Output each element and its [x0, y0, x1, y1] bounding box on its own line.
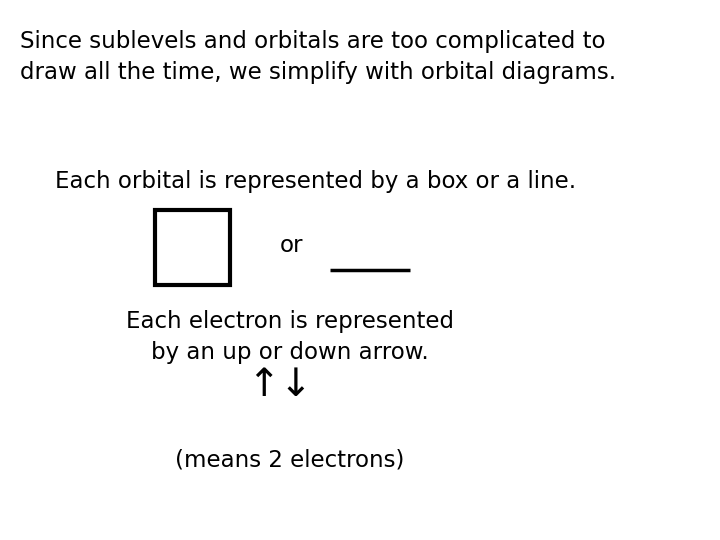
Text: ↑↓: ↑↓ — [248, 366, 312, 404]
Bar — [155, 210, 230, 285]
Text: (means 2 electrons): (means 2 electrons) — [175, 449, 405, 471]
Text: or: or — [280, 233, 304, 256]
Text: Each electron is represented
by an up or down arrow.: Each electron is represented by an up or… — [126, 310, 454, 364]
Text: Since sublevels and orbitals are too complicated to
draw all the time, we simpli: Since sublevels and orbitals are too com… — [20, 30, 616, 84]
Text: Each orbital is represented by a box or a line.: Each orbital is represented by a box or … — [55, 170, 576, 193]
